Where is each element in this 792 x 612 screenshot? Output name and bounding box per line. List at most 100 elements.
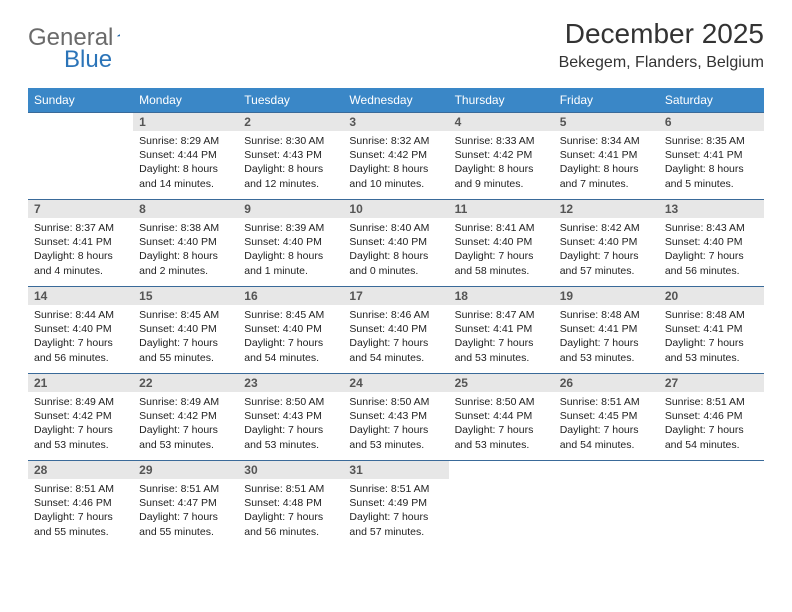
sunset-line: Sunset: 4:48 PM [244,496,337,510]
calendar-cell: 21Sunrise: 8:49 AMSunset: 4:42 PMDayligh… [28,374,133,461]
day-content: Sunrise: 8:51 AMSunset: 4:46 PMDaylight:… [659,392,764,456]
sunset-line: Sunset: 4:46 PM [665,409,758,423]
daylight-line: Daylight: 7 hours and 53 minutes. [244,423,337,451]
calendar-cell: 8Sunrise: 8:38 AMSunset: 4:40 PMDaylight… [133,200,238,287]
sunset-line: Sunset: 4:43 PM [244,148,337,162]
daylight-line: Daylight: 8 hours and 4 minutes. [34,249,127,277]
day-content: Sunrise: 8:35 AMSunset: 4:41 PMDaylight:… [659,131,764,195]
sunrise-line: Sunrise: 8:38 AM [139,221,232,235]
day-number: 14 [28,287,133,305]
calendar-cell: 6Sunrise: 8:35 AMSunset: 4:41 PMDaylight… [659,113,764,200]
daylight-line: Daylight: 8 hours and 9 minutes. [455,162,548,190]
calendar-cell: 18Sunrise: 8:47 AMSunset: 4:41 PMDayligh… [449,287,554,374]
sunrise-line: Sunrise: 8:47 AM [455,308,548,322]
calendar-cell: 29Sunrise: 8:51 AMSunset: 4:47 PMDayligh… [133,461,238,548]
calendar-row: 14Sunrise: 8:44 AMSunset: 4:40 PMDayligh… [28,287,764,374]
day-number: 10 [343,200,448,218]
sunset-line: Sunset: 4:40 PM [349,235,442,249]
day-number: 29 [133,461,238,479]
sunset-line: Sunset: 4:40 PM [455,235,548,249]
day-content: Sunrise: 8:51 AMSunset: 4:45 PMDaylight:… [554,392,659,456]
daylight-line: Daylight: 7 hours and 56 minutes. [665,249,758,277]
day-number: 31 [343,461,448,479]
day-content: Sunrise: 8:50 AMSunset: 4:44 PMDaylight:… [449,392,554,456]
sunrise-line: Sunrise: 8:37 AM [34,221,127,235]
daylight-line: Daylight: 8 hours and 14 minutes. [139,162,232,190]
sunrise-line: Sunrise: 8:51 AM [349,482,442,496]
day-number: 21 [28,374,133,392]
calendar-page: General December 2025 Bekegem, Flanders,… [0,0,792,565]
daylight-line: Daylight: 7 hours and 56 minutes. [244,510,337,538]
day-content: Sunrise: 8:50 AMSunset: 4:43 PMDaylight:… [238,392,343,456]
sunrise-line: Sunrise: 8:48 AM [560,308,653,322]
day-content: Sunrise: 8:51 AMSunset: 4:46 PMDaylight:… [28,479,133,543]
day-content: Sunrise: 8:49 AMSunset: 4:42 PMDaylight:… [133,392,238,456]
day-content: Sunrise: 8:45 AMSunset: 4:40 PMDaylight:… [238,305,343,369]
sunrise-line: Sunrise: 8:40 AM [349,221,442,235]
location: Bekegem, Flanders, Belgium [559,54,764,72]
weekday-header: Monday [133,88,238,113]
sunset-line: Sunset: 4:43 PM [349,409,442,423]
sunrise-line: Sunrise: 8:33 AM [455,134,548,148]
sunrise-line: Sunrise: 8:39 AM [244,221,337,235]
calendar-cell: 26Sunrise: 8:51 AMSunset: 4:45 PMDayligh… [554,374,659,461]
daylight-line: Daylight: 7 hours and 54 minutes. [244,336,337,364]
title-block: December 2025 Bekegem, Flanders, Belgium [559,18,764,72]
weekday-header: Sunday [28,88,133,113]
sunset-line: Sunset: 4:40 PM [139,322,232,336]
logo-triangle-icon [117,26,120,44]
day-content: Sunrise: 8:29 AMSunset: 4:44 PMDaylight:… [133,131,238,195]
calendar-cell: 31 Sunrise: 8:51 AMSunset: 4:49 PMDayligh… [343,461,448,548]
day-content: Sunrise: 8:47 AMSunset: 4:41 PMDaylight:… [449,305,554,369]
calendar-cell: 27Sunrise: 8:51 AMSunset: 4:46 PMDayligh… [659,374,764,461]
day-content: Sunrise: 8:30 AMSunset: 4:43 PMDaylight:… [238,131,343,195]
daylight-line: Daylight: 7 hours and 53 minutes. [560,336,653,364]
sunset-line: Sunset: 4:43 PM [244,409,337,423]
day-number: 24 [343,374,448,392]
day-content: Sunrise: 8:38 AMSunset: 4:40 PMDaylight:… [133,218,238,282]
daylight-line: Daylight: 8 hours and 1 minute. [244,249,337,277]
daylight-line: Daylight: 7 hours and 55 minutes. [34,510,127,538]
day-number: 23 [238,374,343,392]
calendar-cell: 22Sunrise: 8:49 AMSunset: 4:42 PMDayligh… [133,374,238,461]
day-content: Sunrise: 8:50 AMSunset: 4:43 PMDaylight:… [343,392,448,456]
sunset-line: Sunset: 4:42 PM [455,148,548,162]
sunrise-line: Sunrise: 8:35 AM [665,134,758,148]
daylight-line: Daylight: 8 hours and 2 minutes. [139,249,232,277]
sunset-line: Sunset: 4:40 PM [349,322,442,336]
sunrise-line: Sunrise: 8:41 AM [455,221,548,235]
sunrise-line: Sunrise: 8:51 AM [665,395,758,409]
day-content: Sunrise: 8:51 AMSunset: 4:47 PMDaylight:… [133,479,238,543]
weekday-header: Wednesday [343,88,448,113]
calendar-cell-empty [659,461,764,548]
sunset-line: Sunset: 4:49 PM [349,496,442,510]
sunset-line: Sunset: 4:41 PM [560,148,653,162]
day-number: 17 [343,287,448,305]
day-content: Sunrise: 8:44 AMSunset: 4:40 PMDaylight:… [28,305,133,369]
sunrise-line: Sunrise: 8:50 AM [455,395,548,409]
daylight-line: Daylight: 7 hours and 53 minutes. [455,336,548,364]
calendar-cell: 2Sunrise: 8:30 AMSunset: 4:43 PMDaylight… [238,113,343,200]
daylight-line: Daylight: 7 hours and 57 minutes. [349,510,442,538]
sunrise-line: Sunrise: 8:30 AM [244,134,337,148]
sunset-line: Sunset: 4:41 PM [455,322,548,336]
calendar-cell: 7Sunrise: 8:37 AMSunset: 4:41 PMDaylight… [28,200,133,287]
weekday-row: SundayMondayTuesdayWednesdayThursdayFrid… [28,88,764,113]
daylight-line: Daylight: 7 hours and 57 minutes. [560,249,653,277]
sunrise-line: Sunrise: 8:51 AM [139,482,232,496]
day-number: 1 [133,113,238,131]
day-number: 4 [449,113,554,131]
daylight-line: Daylight: 7 hours and 54 minutes. [560,423,653,451]
calendar-cell: 1Sunrise: 8:29 AMSunset: 4:44 PMDaylight… [133,113,238,200]
sunset-line: Sunset: 4:47 PM [139,496,232,510]
sunrise-line: Sunrise: 8:51 AM [34,482,127,496]
calendar-cell: 30Sunrise: 8:51 AMSunset: 4:48 PMDayligh… [238,461,343,548]
daylight-line: Daylight: 7 hours and 55 minutes. [139,336,232,364]
sunrise-line: Sunrise: 8:43 AM [665,221,758,235]
calendar-cell-empty [554,461,659,548]
calendar-row: 7Sunrise: 8:37 AMSunset: 4:41 PMDaylight… [28,200,764,287]
day-content: Sunrise: 8:39 AMSunset: 4:40 PMDaylight:… [238,218,343,282]
day-content: Sunrise: 8:48 AMSunset: 4:41 PMDaylight:… [659,305,764,369]
day-number: 26 [554,374,659,392]
sunset-line: Sunset: 4:40 PM [560,235,653,249]
